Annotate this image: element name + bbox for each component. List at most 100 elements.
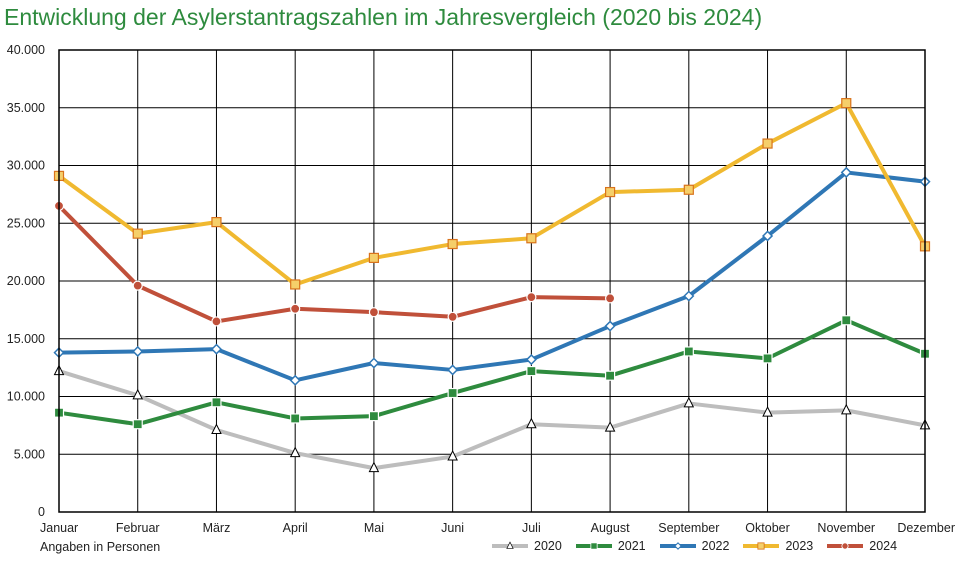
y-axis-ticks: 0 5.000 10.000 15.000 20.000 25.000 30.000 35.0… — [7, 43, 45, 519]
y-tick-label: 40.000 — [7, 43, 45, 57]
data-point-diamond — [132, 345, 144, 358]
legend-label: 2024 — [869, 539, 898, 553]
data-point-diamond — [604, 320, 616, 332]
x-tick-label: August — [591, 521, 630, 535]
legend-label: 2021 — [617, 539, 646, 553]
x-axis-ticks: Januar Februar März April Mai Juni Juli August S… — [40, 521, 955, 535]
legend-swatch — [827, 542, 864, 550]
x-tick-label: April — [283, 521, 308, 535]
data-point-circle — [368, 307, 380, 318]
legend-swatch — [659, 542, 696, 550]
legend-swatch — [575, 542, 612, 550]
data-point-triangle — [762, 406, 773, 417]
data-point-circle — [290, 303, 301, 314]
data-point-diamond — [447, 364, 459, 376]
data-point-square — [132, 228, 143, 239]
data-point-triangle — [289, 446, 301, 458]
series-line-2023 — [57, 101, 927, 287]
data-point-triangle — [604, 421, 616, 432]
data-point-triangle — [368, 461, 380, 473]
series-lines — [57, 101, 927, 471]
data-point-triangle — [526, 417, 537, 429]
legend-item-2021: 2021 — [574, 539, 646, 553]
data-point-diamond — [525, 353, 537, 366]
legend-label: 2020 — [534, 539, 562, 553]
y-tick-label: 35.000 — [7, 101, 45, 115]
legend-item-2024: 2024 — [825, 539, 897, 553]
unit-note: Angaben in Personen — [40, 540, 161, 554]
data-point-triangle — [840, 403, 852, 415]
data-point-triangle — [211, 423, 222, 434]
data-point-square — [590, 542, 598, 550]
data-point-square — [841, 315, 852, 326]
data-point-square — [683, 184, 694, 195]
data-point-square — [368, 411, 380, 422]
x-tick-label: Juni — [441, 521, 464, 535]
data-point-diamond — [210, 343, 223, 355]
data-point-square — [290, 279, 301, 290]
y-tick-label: 25.000 — [7, 216, 45, 230]
chart-title: Entwicklung der Asylerstantragszahlen im… — [4, 4, 763, 30]
data-point-circle — [447, 311, 458, 322]
series-line-2020 — [57, 369, 927, 471]
legend-swatch — [743, 542, 780, 550]
data-point-square — [604, 370, 616, 381]
data-point-triangle — [506, 541, 514, 549]
data-point-circle — [132, 280, 143, 291]
data-point-triangle — [683, 396, 695, 408]
data-point-square — [447, 387, 458, 399]
y-tick-label: 5.000 — [14, 447, 45, 461]
x-tick-label: Dezember — [897, 521, 955, 535]
x-tick-label: März — [203, 521, 231, 535]
legend-item-2022: 2022 — [658, 539, 730, 553]
legend-item-2020: 2020 — [490, 539, 562, 553]
data-point-square — [211, 216, 222, 228]
y-tick-label: 30.000 — [7, 159, 45, 173]
data-point-square — [757, 542, 766, 550]
series-line-2021 — [57, 318, 927, 427]
plot-frame — [58, 49, 926, 513]
data-point-diamond — [368, 357, 380, 369]
y-tick-label: 15.000 — [7, 332, 45, 346]
legend: 2020 2021 2022 2023 2024 — [490, 539, 897, 553]
x-tick-label: Januar — [40, 521, 78, 535]
data-point-triangle — [447, 449, 458, 461]
data-point-diamond — [683, 290, 695, 302]
data-point-square — [290, 413, 301, 424]
data-point-square — [447, 238, 458, 250]
data-point-square — [368, 252, 380, 263]
data-point-square — [762, 353, 773, 364]
y-tick-label: 20.000 — [7, 274, 45, 288]
x-tick-label: Mai — [364, 521, 384, 535]
data-point-diamond — [840, 166, 852, 178]
data-point-square — [762, 138, 773, 149]
data-point-square — [841, 98, 852, 109]
data-point-square — [683, 346, 694, 357]
legend-label: 2023 — [785, 539, 814, 553]
data-point-triangle — [132, 388, 144, 400]
data-point-circle — [841, 542, 849, 550]
y-tick-label: 10.000 — [7, 390, 45, 404]
legend-swatch — [492, 541, 528, 549]
x-tick-label: September — [658, 521, 719, 535]
data-point-diamond — [673, 542, 682, 550]
legend-label: 2022 — [701, 539, 730, 553]
y-tick-label: 0 — [38, 505, 45, 519]
data-point-square — [211, 397, 222, 408]
x-tick-label: Juli — [522, 521, 541, 535]
data-point-diamond — [289, 374, 301, 386]
chart-grid — [58, 49, 926, 513]
legend-item-2023: 2023 — [741, 539, 813, 553]
data-point-square — [526, 365, 537, 377]
data-point-square — [604, 186, 616, 198]
data-point-square — [526, 233, 537, 244]
series-line-2024 — [57, 203, 613, 324]
data-point-square — [132, 419, 143, 430]
x-tick-label: Februar — [116, 521, 160, 535]
series-line-2022 — [57, 170, 927, 383]
data-point-circle — [526, 292, 537, 303]
data-point-diamond — [761, 230, 774, 242]
data-point-circle — [211, 316, 222, 327]
x-tick-label: November — [817, 521, 875, 535]
